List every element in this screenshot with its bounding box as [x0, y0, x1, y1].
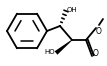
Text: HO: HO	[44, 49, 55, 55]
Polygon shape	[55, 40, 72, 55]
Text: O: O	[96, 27, 102, 36]
Text: OH: OH	[67, 7, 78, 13]
Text: O: O	[93, 49, 99, 58]
